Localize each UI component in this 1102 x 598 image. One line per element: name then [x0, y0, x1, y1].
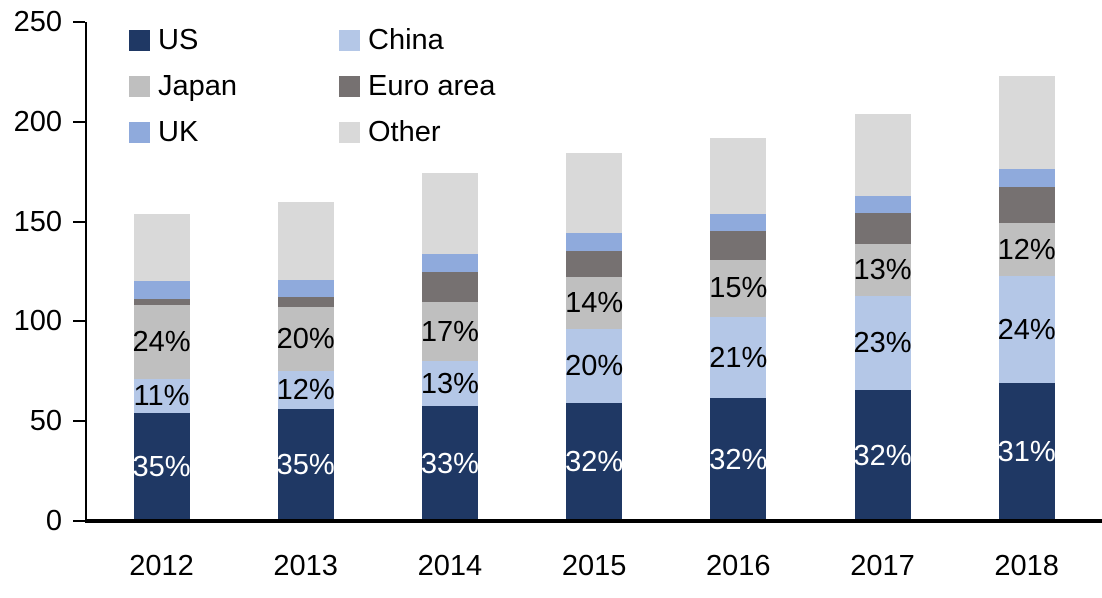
bar-segment-china-2012 [133, 379, 190, 414]
bar-segment-uk-2016 [710, 213, 767, 231]
bar-segment-uk-2014 [421, 253, 478, 273]
y-tick-mark [73, 420, 85, 423]
y-tick-label: 100 [13, 305, 62, 338]
x-tick-label-2014: 2014 [417, 550, 483, 582]
bar-segment-china-2013 [277, 371, 334, 410]
legend-swatch-china [339, 30, 360, 51]
bar-label-us-2018: 31% [997, 436, 1056, 469]
bar-label-china-2018: 24% [997, 313, 1056, 346]
bar-segment-other-2014 [421, 172, 478, 254]
bar-segment-us-2017 [854, 390, 911, 521]
bar-segment-other-2012 [133, 213, 190, 282]
y-tick-mark [73, 120, 85, 123]
bar-segment-us-2013 [277, 409, 334, 521]
bar-segment-china-2016 [710, 317, 767, 399]
y-tick-label: 200 [13, 105, 62, 138]
bar-label-us-2015: 32% [565, 446, 624, 479]
y-tick-mark [73, 21, 85, 23]
bar-segment-uk-2015 [566, 232, 623, 251]
legend-label-other: Other [368, 116, 441, 148]
bar-segment-euro-area-2013 [277, 297, 334, 308]
bar-label-china-2016: 21% [709, 341, 768, 374]
legend-label-euro-area: Euro area [368, 70, 496, 102]
bar-segment-japan-2016 [710, 259, 767, 318]
bar-label-china-2015: 20% [565, 350, 624, 383]
bar-segment-japan-2013 [277, 307, 334, 372]
bar-segment-euro-area-2014 [421, 272, 478, 303]
bar-label-us-2012: 35% [132, 451, 191, 484]
bar-label-japan-2017: 13% [853, 254, 912, 286]
bar-label-japan-2014: 17% [420, 315, 479, 348]
bar-segment-china-2015 [566, 329, 623, 404]
bar-segment-china-2017 [854, 296, 911, 391]
bar-segment-us-2015 [566, 403, 623, 521]
x-tick-label-2015: 2015 [561, 550, 627, 582]
bar-label-japan-2015: 14% [565, 287, 624, 320]
y-tick-mark [73, 520, 85, 522]
bar-segment-uk-2017 [854, 195, 911, 213]
y-tick-label: 150 [13, 205, 62, 238]
y-axis-line [85, 22, 87, 523]
bar-segment-us-2018 [998, 383, 1055, 521]
x-tick-label-2016: 2016 [706, 550, 771, 582]
bar-label-us-2013: 35% [276, 449, 335, 482]
bar-segment-other-2016 [710, 137, 767, 214]
y-tick-mark [73, 220, 85, 223]
bar-segment-japan-2017 [854, 243, 911, 297]
bar-label-japan-2013: 20% [276, 323, 335, 356]
bar-label-china-2017: 23% [853, 327, 912, 360]
legend-swatch-japan [129, 76, 150, 97]
bar-segment-other-2015 [566, 152, 623, 233]
y-tick-label: 250 [13, 6, 62, 38]
bar-label-us-2014: 33% [420, 447, 479, 480]
legend-swatch-other [339, 122, 360, 143]
bar-segment-euro-area-2015 [566, 250, 623, 278]
bar-segment-japan-2018 [998, 222, 1055, 277]
bar-label-japan-2012: 24% [132, 326, 191, 359]
x-axis-line [85, 519, 1102, 523]
x-tick-label-2018: 2018 [994, 550, 1059, 582]
bar-label-china-2012: 11% [133, 380, 190, 413]
bar-label-us-2016: 32% [709, 443, 768, 476]
x-tick-label-2013: 2013 [273, 550, 338, 582]
bar-label-us-2017: 32% [853, 439, 912, 472]
legend-label-china: China [368, 24, 444, 56]
bar-segment-other-2018 [998, 75, 1055, 169]
y-tick-label: 0 [45, 505, 62, 537]
x-tick-label-2012: 2012 [129, 550, 194, 582]
bar-label-japan-2016: 15% [709, 272, 768, 305]
bar-segment-euro-area-2018 [998, 186, 1055, 223]
legend-label-us: US [158, 24, 199, 56]
bar-segment-china-2014 [421, 361, 478, 407]
bar-label-japan-2018: 12% [997, 233, 1056, 266]
bar-segment-uk-2012 [133, 281, 190, 300]
legend-label-uk: UK [158, 116, 199, 148]
bar-segment-us-2012 [133, 413, 190, 521]
legend-swatch-euro-area [339, 76, 360, 97]
bar-segment-other-2017 [854, 113, 911, 196]
bar-segment-euro-area-2017 [854, 212, 911, 244]
bar-segment-us-2016 [710, 398, 767, 521]
legend-swatch-uk [129, 122, 150, 143]
y-tick-label: 50 [29, 405, 62, 438]
legend-swatch-us [129, 30, 150, 51]
bar-segment-uk-2018 [998, 168, 1055, 187]
bar-segment-japan-2014 [421, 302, 478, 362]
legend-label-japan: Japan [158, 70, 238, 102]
bar-segment-uk-2013 [277, 280, 334, 298]
bar-segment-euro-area-2016 [710, 230, 767, 260]
bar-segment-us-2014 [421, 406, 478, 521]
x-tick-label-2017: 2017 [850, 550, 915, 582]
bar-segment-japan-2015 [566, 277, 623, 330]
bar-label-china-2014: 13% [420, 367, 479, 400]
bar-segment-other-2013 [277, 201, 334, 281]
bar-segment-japan-2012 [133, 305, 190, 380]
bar-label-china-2013: 12% [276, 374, 335, 407]
y-tick-mark [73, 320, 85, 323]
bar-segment-china-2018 [998, 276, 1055, 384]
bar-segment-euro-area-2012 [133, 299, 190, 306]
